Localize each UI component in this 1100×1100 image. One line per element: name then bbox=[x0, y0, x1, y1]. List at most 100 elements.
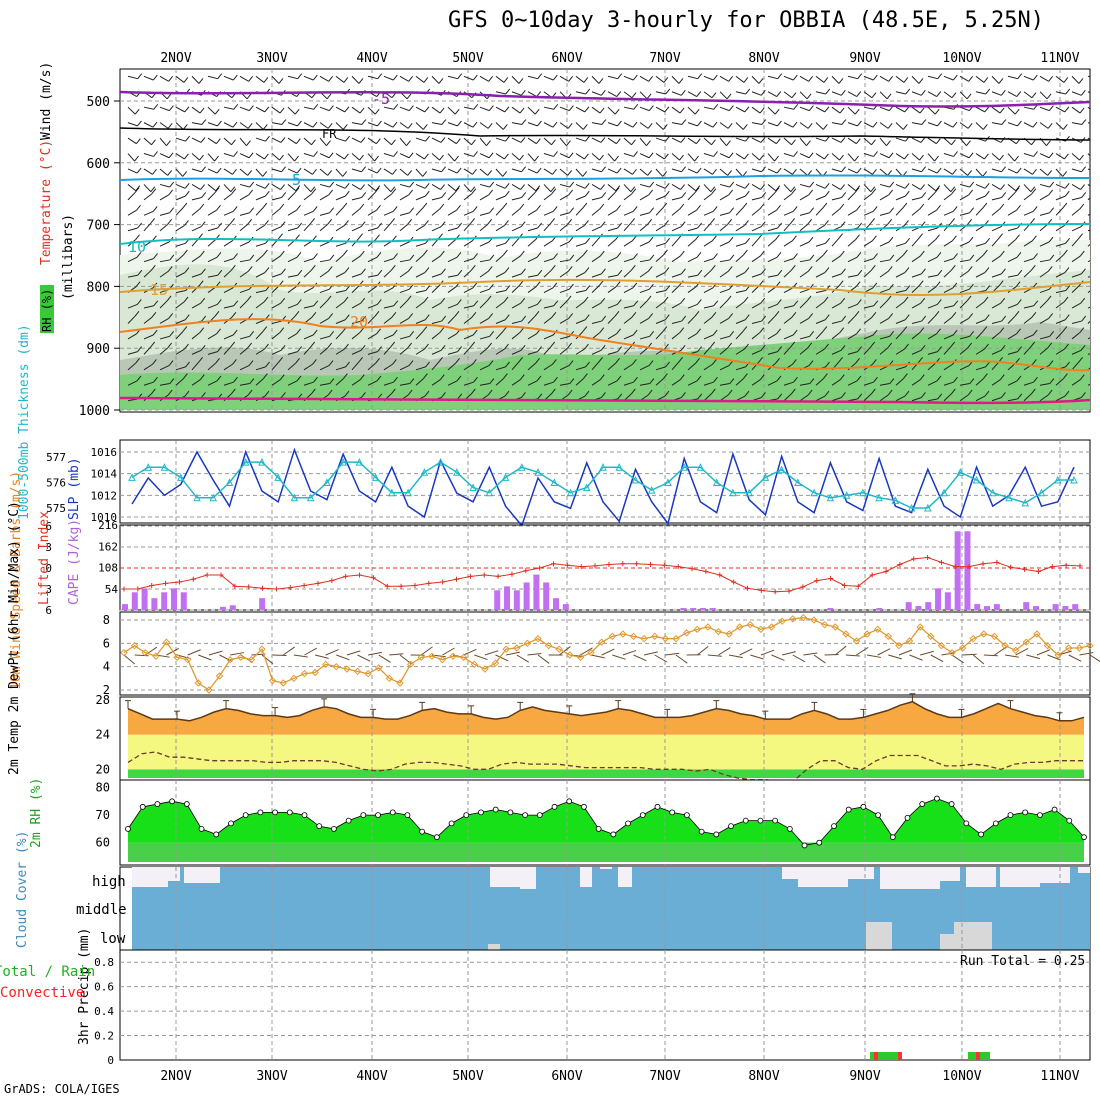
wind-barb bbox=[383, 210, 394, 216]
wind-barb-flag bbox=[598, 78, 604, 84]
thickness-point bbox=[680, 463, 689, 471]
wind-barb bbox=[815, 153, 825, 160]
wind-barb bbox=[591, 75, 600, 84]
wind-barb-flag bbox=[422, 202, 428, 209]
wind-barb-flag bbox=[487, 342, 493, 349]
wind-barb bbox=[1071, 208, 1081, 216]
wind-barb-flag bbox=[824, 343, 829, 350]
wind-barb bbox=[879, 288, 890, 294]
wind-barb bbox=[415, 122, 424, 130]
wind-barb-flag bbox=[137, 269, 143, 276]
wind-barb-flag bbox=[344, 390, 350, 397]
wind-barb bbox=[703, 287, 714, 294]
wind-barb-flag bbox=[439, 374, 445, 381]
wind-barb bbox=[399, 365, 410, 371]
wind-barb-flag bbox=[569, 283, 574, 290]
wind-barb-flag bbox=[585, 285, 591, 291]
wind-barb bbox=[607, 75, 618, 80]
wind-barb-flag bbox=[760, 90, 766, 96]
wind10m-point bbox=[767, 623, 776, 631]
wind-barb bbox=[799, 183, 810, 188]
wind-barb bbox=[623, 305, 634, 309]
wind-barb bbox=[255, 207, 264, 216]
wind-barb bbox=[159, 153, 170, 159]
wind-barb-flag bbox=[552, 282, 558, 289]
wind-barb-flag bbox=[872, 74, 878, 81]
wind-barb bbox=[495, 290, 506, 294]
wind10m-point bbox=[534, 634, 542, 643]
wind-barb-flag bbox=[519, 327, 525, 333]
wind-barb bbox=[1055, 195, 1066, 201]
wind-barb-flag bbox=[792, 121, 798, 128]
wind-barb bbox=[975, 122, 984, 130]
wind-barb-flag bbox=[870, 264, 876, 271]
wind10m-barb bbox=[951, 654, 964, 664]
wind-barb bbox=[559, 318, 569, 324]
wind-barb bbox=[1087, 290, 1090, 293]
wind-barb-flag bbox=[1048, 313, 1054, 319]
wind-barb-flag bbox=[582, 124, 588, 130]
wind-barb bbox=[671, 320, 682, 324]
wind-barb bbox=[223, 363, 233, 371]
wind-barb-flag bbox=[617, 346, 623, 352]
wind-barb bbox=[319, 212, 330, 216]
wind-barb bbox=[863, 258, 874, 263]
wind-barb-flag bbox=[854, 155, 859, 162]
wind-barb bbox=[1007, 380, 1018, 386]
wind-barb-flag bbox=[886, 93, 892, 100]
wind-barb bbox=[1039, 347, 1048, 355]
wind-barb bbox=[431, 320, 442, 324]
wind-barb bbox=[303, 75, 314, 81]
cape-bar bbox=[1052, 604, 1059, 610]
wind-barb-flag bbox=[822, 124, 828, 130]
wind-barb-flag bbox=[535, 357, 540, 364]
wind-barb bbox=[191, 196, 202, 201]
wind-barb bbox=[335, 272, 346, 278]
wind-barb-flag bbox=[376, 167, 382, 174]
wind-barb bbox=[415, 378, 424, 386]
wind-barb-flag bbox=[968, 152, 974, 159]
wind-barb bbox=[1071, 285, 1080, 293]
wind-barb bbox=[847, 351, 858, 355]
wind-barb bbox=[975, 207, 984, 216]
date-label: 6NOV bbox=[551, 51, 582, 66]
wind-barb-flag bbox=[359, 203, 365, 210]
rh2m-point bbox=[904, 814, 911, 821]
wind-barb-flag bbox=[665, 361, 670, 368]
wind-barb bbox=[447, 106, 456, 115]
wind-barb-flag bbox=[553, 376, 558, 383]
rh2m-tick-label: 80 bbox=[96, 781, 110, 795]
wind-barb bbox=[1039, 241, 1050, 247]
wind-barb bbox=[623, 153, 634, 157]
wind-barb-flag bbox=[553, 103, 559, 110]
wind-barb bbox=[255, 272, 266, 278]
wind10m-point bbox=[640, 634, 648, 643]
wind-barb-flag bbox=[617, 73, 623, 80]
precip-convective-bar bbox=[898, 1052, 902, 1060]
wind-barb-flag bbox=[489, 378, 495, 384]
wind-barb bbox=[351, 302, 361, 309]
wind-barb bbox=[511, 332, 521, 340]
wind-barb-flag bbox=[360, 297, 366, 304]
wind-barb bbox=[703, 381, 714, 386]
date-label: 3NOV bbox=[256, 51, 287, 66]
wind-barb-flag bbox=[488, 75, 494, 82]
precip-ticks: 00.20.40.60.8 bbox=[94, 956, 114, 1067]
wind-barb-flag bbox=[1017, 73, 1023, 80]
wind-barb-flag bbox=[521, 192, 527, 198]
wind-barb bbox=[207, 362, 216, 371]
wind-barb-flag bbox=[343, 77, 349, 83]
wind-barb bbox=[463, 106, 474, 110]
wind-barb bbox=[431, 106, 441, 114]
wind-barb bbox=[1039, 194, 1049, 201]
wind-barb-flag bbox=[585, 237, 590, 244]
wind-barb bbox=[751, 122, 762, 126]
wind-barb-flag bbox=[647, 266, 653, 272]
wind-barb bbox=[1039, 383, 1050, 386]
wind-barb bbox=[383, 316, 393, 324]
wind-barb-flag bbox=[216, 328, 221, 335]
wind-barb-flag bbox=[633, 300, 639, 307]
wind-barb-flag bbox=[840, 345, 846, 351]
